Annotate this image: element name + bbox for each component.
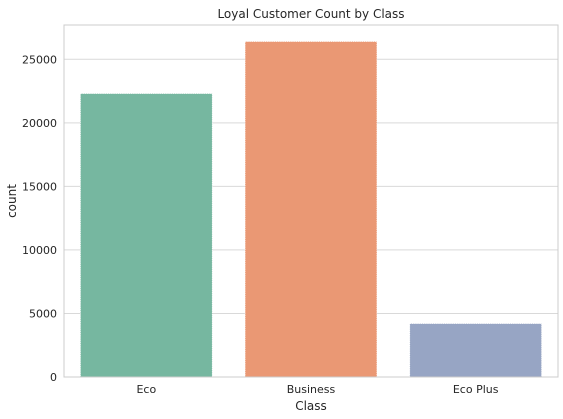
x-tick-labels: Eco Business Eco Plus: [136, 383, 498, 396]
x-tick-label: Eco Plus: [453, 383, 499, 396]
x-tick-label: Business: [287, 383, 336, 396]
bar-eco: [80, 93, 213, 378]
bar-business: [244, 41, 378, 378]
y-tick-label: 20000: [22, 117, 57, 130]
plot-frame: [63, 24, 559, 378]
bars: [80, 41, 542, 378]
y-tick-labels: 0 5000 10000 15000 20000 25000: [22, 53, 57, 384]
bar-eco-plus: [409, 323, 542, 378]
y-tick-label: 10000: [22, 244, 57, 257]
x-axis-label: Class: [295, 399, 327, 413]
chart-title: Loyal Customer Count by Class: [217, 7, 404, 21]
y-tick-label: 0: [50, 371, 57, 384]
y-tick-label: 25000: [22, 53, 57, 66]
y-tick-label: 15000: [22, 180, 57, 193]
y-tick-label: 5000: [29, 307, 57, 320]
y-axis-label: count: [5, 184, 19, 218]
x-tick-label: Eco: [136, 383, 156, 396]
